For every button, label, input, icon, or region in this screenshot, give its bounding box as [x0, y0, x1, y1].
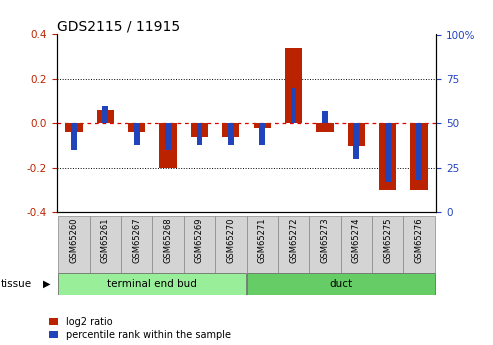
- Bar: [259, 124, 265, 145]
- Text: GSM65272: GSM65272: [289, 217, 298, 263]
- Bar: [285, 48, 302, 124]
- Text: GSM65269: GSM65269: [195, 217, 204, 263]
- Bar: [228, 124, 234, 145]
- Bar: [416, 124, 422, 180]
- Text: GDS2115 / 11915: GDS2115 / 11915: [57, 19, 180, 33]
- Bar: [353, 124, 359, 159]
- Bar: [253, 124, 271, 128]
- Bar: [322, 111, 328, 124]
- Text: terminal end bud: terminal end bud: [107, 279, 197, 289]
- Bar: [385, 124, 390, 182]
- Bar: [379, 124, 396, 190]
- Text: GSM65271: GSM65271: [258, 217, 267, 263]
- Bar: [246, 216, 278, 273]
- Bar: [103, 106, 108, 124]
- Bar: [152, 216, 184, 273]
- Text: GSM65261: GSM65261: [101, 217, 110, 263]
- Bar: [184, 216, 215, 273]
- Bar: [246, 273, 435, 295]
- Bar: [65, 124, 83, 132]
- Text: GSM65275: GSM65275: [383, 217, 392, 263]
- Bar: [90, 216, 121, 273]
- Bar: [278, 216, 309, 273]
- Bar: [58, 273, 246, 295]
- Legend: log2 ratio, percentile rank within the sample: log2 ratio, percentile rank within the s…: [49, 317, 231, 340]
- Text: tissue: tissue: [1, 279, 32, 289]
- Text: GSM65268: GSM65268: [164, 217, 173, 263]
- Text: GSM65270: GSM65270: [226, 217, 235, 263]
- Text: GSM65274: GSM65274: [352, 217, 361, 263]
- Bar: [134, 124, 140, 145]
- Text: duct: duct: [329, 279, 352, 289]
- Bar: [97, 110, 114, 124]
- Bar: [291, 88, 296, 124]
- Text: GSM65276: GSM65276: [415, 217, 423, 263]
- Bar: [317, 124, 334, 132]
- Text: GSM65260: GSM65260: [70, 217, 78, 263]
- Text: GSM65273: GSM65273: [320, 217, 329, 263]
- Bar: [165, 124, 171, 150]
- Bar: [410, 124, 427, 190]
- Text: ▶: ▶: [43, 279, 50, 289]
- Bar: [121, 216, 152, 273]
- Bar: [128, 124, 145, 132]
- Text: GSM65267: GSM65267: [132, 217, 141, 263]
- Bar: [341, 216, 372, 273]
- Bar: [372, 216, 403, 273]
- Bar: [348, 124, 365, 146]
- Bar: [197, 124, 202, 145]
- Bar: [191, 124, 208, 137]
- Bar: [403, 216, 435, 273]
- Bar: [58, 216, 90, 273]
- Bar: [71, 124, 77, 150]
- Bar: [309, 216, 341, 273]
- Bar: [215, 216, 246, 273]
- Bar: [222, 124, 240, 137]
- Bar: [159, 124, 176, 168]
